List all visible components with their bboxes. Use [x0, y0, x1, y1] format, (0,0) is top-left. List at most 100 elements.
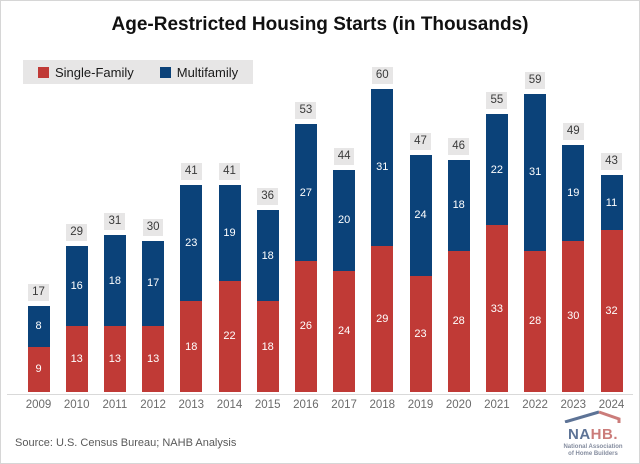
bar-segment-value: 27: [299, 186, 313, 199]
bar-column: 47 24 23: [402, 132, 440, 392]
bar-segment-value: 17: [146, 277, 160, 290]
bar-total-label: 36: [257, 188, 279, 206]
bar-total-label: 55: [486, 92, 508, 110]
bar-segment-single-family: 9: [27, 346, 50, 392]
bar-segment-multifamily: 24: [409, 154, 432, 276]
bar-segment-value: 13: [108, 353, 122, 366]
multifamily-swatch: [159, 66, 171, 78]
legend-label-multifamily: Multifamily: [176, 64, 239, 80]
chart-title: Age-Restricted Housing Starts (in Thousa…: [111, 14, 529, 35]
x-axis-label: 2015: [254, 399, 281, 411]
bar-total-label: 41: [180, 162, 202, 180]
bar-segment-value: 18: [185, 340, 198, 353]
bar-segment-multifamily: 18: [256, 210, 279, 302]
x-axis-label: 2016: [293, 399, 319, 411]
bar-segment-multifamily: 17: [142, 240, 165, 327]
bar-segment-single-family: 32: [600, 230, 623, 392]
x-axis-label: 2013: [178, 399, 205, 411]
nahb-logo: NAHB. National Association of Home Build…: [557, 410, 629, 458]
bar-segment-single-family: 22: [218, 280, 241, 392]
bar-total-label: 44: [333, 147, 355, 165]
x-axis-label: 2011: [102, 399, 128, 411]
bar-segment-single-family: 28: [447, 250, 470, 392]
bar-segment-multifamily: 16: [65, 245, 88, 327]
bar-column: 17 8 9: [20, 284, 58, 392]
x-axis-label: 2014: [216, 399, 243, 411]
bar-segment-value: 30: [567, 310, 580, 323]
bar-column: 55 22 33: [478, 92, 516, 392]
bar-segment-value: 18: [452, 199, 465, 212]
bar-segment-value: 32: [605, 305, 618, 318]
bar-total-label: 41: [219, 162, 240, 180]
x-axis-label: 2010: [63, 399, 90, 411]
bar-column: 41 23 18: [172, 162, 210, 392]
bar-segment-value: 13: [146, 353, 160, 366]
x-axis-label: 2020: [445, 399, 472, 411]
bar-segment-single-family: 13: [103, 326, 126, 392]
bar-segment-single-family: 24: [333, 270, 356, 392]
bar-total-label: 30: [142, 218, 164, 236]
bar-segment-single-family: 13: [142, 326, 165, 392]
bar-column: 36 18 18: [249, 188, 287, 392]
x-axis-label: 2022: [522, 399, 548, 411]
bar-segment-value: 22: [490, 163, 504, 176]
single-family-swatch: [38, 66, 49, 78]
bar-column: 53 27 26: [287, 102, 325, 392]
bar-segment-single-family: 23: [409, 275, 432, 392]
x-axis-label: 2009: [25, 399, 52, 411]
bar-total-label: 53: [295, 102, 317, 120]
bar-column: 46 18 28: [440, 137, 478, 392]
bar-segment-value: 28: [452, 315, 465, 328]
bar-segment-single-family: 13: [65, 326, 88, 392]
legend: Single-Family Multifamily: [23, 60, 254, 84]
x-axis-label: 2017: [331, 399, 357, 411]
bar-segment-multifamily: 31: [371, 89, 394, 246]
bar-column: 44 20 24: [325, 147, 363, 392]
bar-column: 30 17 13: [134, 218, 172, 392]
legend-item-single-family: Single-Family: [38, 65, 134, 80]
bar-column: 49 19 30: [554, 122, 592, 392]
bar-segment-value: 28: [528, 315, 542, 328]
bar-total-label: 47: [410, 132, 431, 150]
bar-segment-multifamily: 31: [524, 94, 547, 251]
bar-segment-value: 8: [35, 320, 42, 333]
bar-segment-multifamily: 18: [103, 235, 126, 327]
x-axis-label: 2018: [369, 399, 396, 411]
bar-segment-value: 29: [376, 312, 389, 325]
bar-total-label: 29: [66, 223, 88, 241]
x-axis-label: 2023: [560, 399, 587, 411]
bar-segment-value: 26: [299, 320, 313, 333]
bar-segment-multifamily: 19: [562, 144, 585, 241]
nahb-subtitle: National Association of Home Builders: [563, 444, 623, 457]
x-axis-label: 2021: [484, 399, 510, 411]
bar-column: 29 16 13: [58, 223, 96, 392]
bar-segment-single-family: 30: [562, 240, 585, 392]
bar-total-label: 46: [448, 137, 470, 155]
bar-column: 60 31 29: [363, 67, 401, 392]
bar-segment-single-family: 33: [485, 225, 508, 392]
bar-segment-value: 18: [261, 340, 274, 353]
x-axis-label: 2019: [407, 399, 434, 411]
bar-segment-single-family: 18: [256, 301, 279, 392]
x-axis-label: 2024: [598, 399, 625, 411]
bar-total-label: 60: [371, 67, 393, 85]
bar-segment-value: 22: [223, 330, 236, 343]
x-axis-label: 2012: [140, 399, 166, 411]
bar-total-label: 59: [524, 72, 546, 90]
bar-segment-value: 24: [337, 325, 351, 338]
bar-segment-multifamily: 8: [27, 306, 50, 347]
bar-segment-value: 20: [337, 214, 351, 227]
bar-column: 59 31 28: [516, 72, 554, 392]
bar-segment-value: 19: [223, 226, 236, 239]
bar-total-label: 17: [28, 284, 49, 302]
legend-item-multifamily: Multifamily: [159, 64, 239, 80]
bar-segment-value: 23: [414, 327, 427, 340]
nahb-roof-icon: [564, 410, 621, 424]
bar-segment-multifamily: 27: [294, 124, 317, 261]
bar-segment-multifamily: 19: [218, 184, 241, 281]
bar-total-label: 49: [562, 122, 584, 140]
bar-segment-value: 31: [376, 161, 389, 174]
bar-segment-value: 16: [70, 279, 83, 292]
bar-segment-value: 24: [414, 209, 427, 222]
